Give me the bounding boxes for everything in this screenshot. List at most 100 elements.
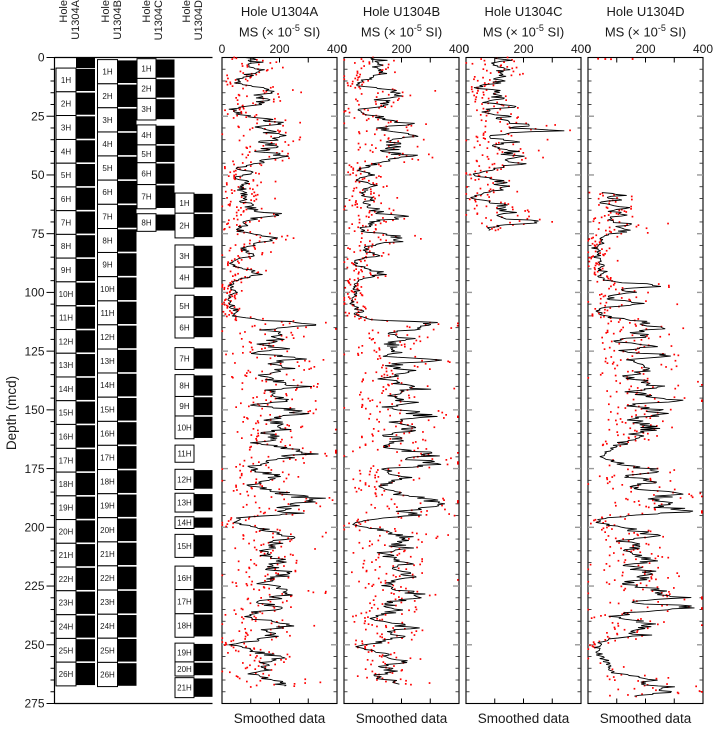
core-label: 7H [61,219,71,228]
core-recovery-bar [117,277,137,301]
ms-axis-tick-label: 200 [635,42,655,56]
plot-title-line2: MS (× 10-5 SI) [216,20,343,40]
core-recovery-bar [117,566,137,590]
core-recovery-bar [76,591,95,614]
ms-unit-post: SI) [421,24,443,40]
plot-title-line1: Hole U1304B [362,4,441,19]
core-recovery-bar [117,60,137,84]
core-label: 24H [59,623,74,632]
core-label: 12H [100,333,115,342]
depth-tick-label: 100 [24,286,44,300]
depth-tick-label: 125 [24,344,44,358]
hole-header-line2: U1304C [153,0,165,41]
hole-header-U1304D: Hole U1304D [181,0,205,62]
core-recovery-bar [117,446,137,469]
core-label: 26H [100,670,115,679]
plot-title-line1: Hole U1304C [484,4,563,19]
core-label: 8H [102,236,112,245]
core-label: 7H [141,193,151,202]
core-label: 5H [102,164,112,173]
depth-tick-label: 150 [24,403,44,417]
core-recovery-bar [76,140,95,163]
smoothed-line [591,192,695,697]
ms-unit-exponent: -5 [657,23,666,33]
ms-unit-pre: MS (× 10 [238,24,292,40]
core-label: 17H [177,598,192,607]
hole-header-U1304A: Hole U1304A [58,0,82,62]
core-label: 9H [102,261,112,270]
core-label: 11H [100,309,114,318]
core-recovery-bar [117,542,137,566]
core-recovery-bar [76,520,95,543]
core-label: 2H [61,100,71,109]
core-label: 19H [59,504,74,513]
ms-axis-tick-label: 200 [269,42,289,56]
core-recovery-bar [194,678,213,697]
core-label: 1H [102,68,112,77]
depth-tick-label: 200 [24,521,44,535]
hole-header-line1: Hole [141,0,153,23]
depth-tick-label: 25 [31,109,45,123]
ms-plot-U1304C: 0 200 400 [463,42,591,705]
ms-data-U1304D [587,57,703,698]
core-label: 4H [179,274,189,283]
core-recovery-bar [194,590,213,613]
core-recovery-bar [76,567,95,590]
core-recovery-bar [76,164,95,187]
ms-plot-U1304A: 0 200 400 [219,42,347,705]
core-recovery-bar [117,108,137,132]
core-label: 18H [177,622,192,631]
core-recovery-bar [76,401,95,424]
core-recovery-bar [194,245,213,267]
smoothed-data-label: Smoothed data [599,711,692,726]
core-label: 15H [59,409,74,418]
core-label: 17H [100,453,115,462]
core-recovery-bar [194,317,213,338]
core-recovery-bar [76,306,95,329]
core-recovery-bar [156,185,175,208]
smoothed-data-label: Smoothed data [233,711,326,726]
hole-header-line2: U1304A [70,0,82,40]
core-recovery-bar [117,180,137,204]
core-label: 9H [61,266,71,275]
ms-plot-U1304B: 0 200 400 [341,42,469,705]
core-label: 8H [61,242,71,251]
core-label: 7H [179,355,189,364]
ms-axis-tick-label: 0 [463,42,470,56]
core-label: 11H [59,314,73,323]
core-recovery-bar [194,296,213,317]
core-recovery-bar [117,422,137,445]
hole-header-line1: Hole [181,0,193,23]
core-recovery-bar [76,662,95,686]
smoothed-data-label: Smoothed data [477,711,570,726]
core-recovery-bar [156,99,175,120]
depth-axis: 0 25 50 75 100 125 150 175 200 225 250 275 [24,51,213,711]
core-recovery-bar [156,125,175,145]
core-label: 3H [61,124,71,133]
core-recovery-bar [117,229,137,252]
core-recovery-bar [194,375,213,396]
core-recovery-bar [156,145,175,162]
ms-unit-post: SI) [299,24,321,40]
core-recovery-bar [117,349,137,373]
core-label: 10H [177,423,192,432]
core-label: 24H [100,622,115,631]
plot-title-line1: Hole U1304D [606,4,685,19]
core-label: 2H [102,92,112,101]
core-column-U1304D: 1H 2H 3H 4H 5H 6H 7H 8H 9H 10H 11H 12H 13H 14H 15H 16H 1… [174,192,213,699]
core-label: 8H [141,219,151,228]
ms-axis-tick-label: 200 [391,42,411,56]
plot-title-U1304D: Hole U1304D MS (× 10-5 SI) [582,4,709,40]
ms-axis-tick-label: 400 [693,42,713,56]
core-label: 17H [59,456,74,465]
core-label: 14H [177,519,192,528]
core-label: 6H [179,324,189,333]
core-label: 6H [61,195,71,204]
core-recovery-bar [76,639,95,662]
core-recovery-bar [76,211,95,234]
core-label: 5H [179,302,189,311]
core-label: 1H [179,199,189,208]
core-recovery-bar [117,325,137,349]
core-recovery-bar [117,494,137,517]
core-label: 11H [177,450,191,459]
